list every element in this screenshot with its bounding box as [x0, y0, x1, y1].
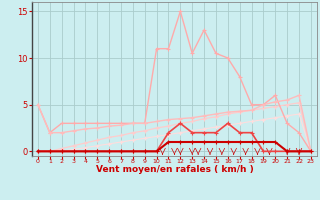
X-axis label: Vent moyen/en rafales ( km/h ): Vent moyen/en rafales ( km/h ): [96, 165, 253, 174]
